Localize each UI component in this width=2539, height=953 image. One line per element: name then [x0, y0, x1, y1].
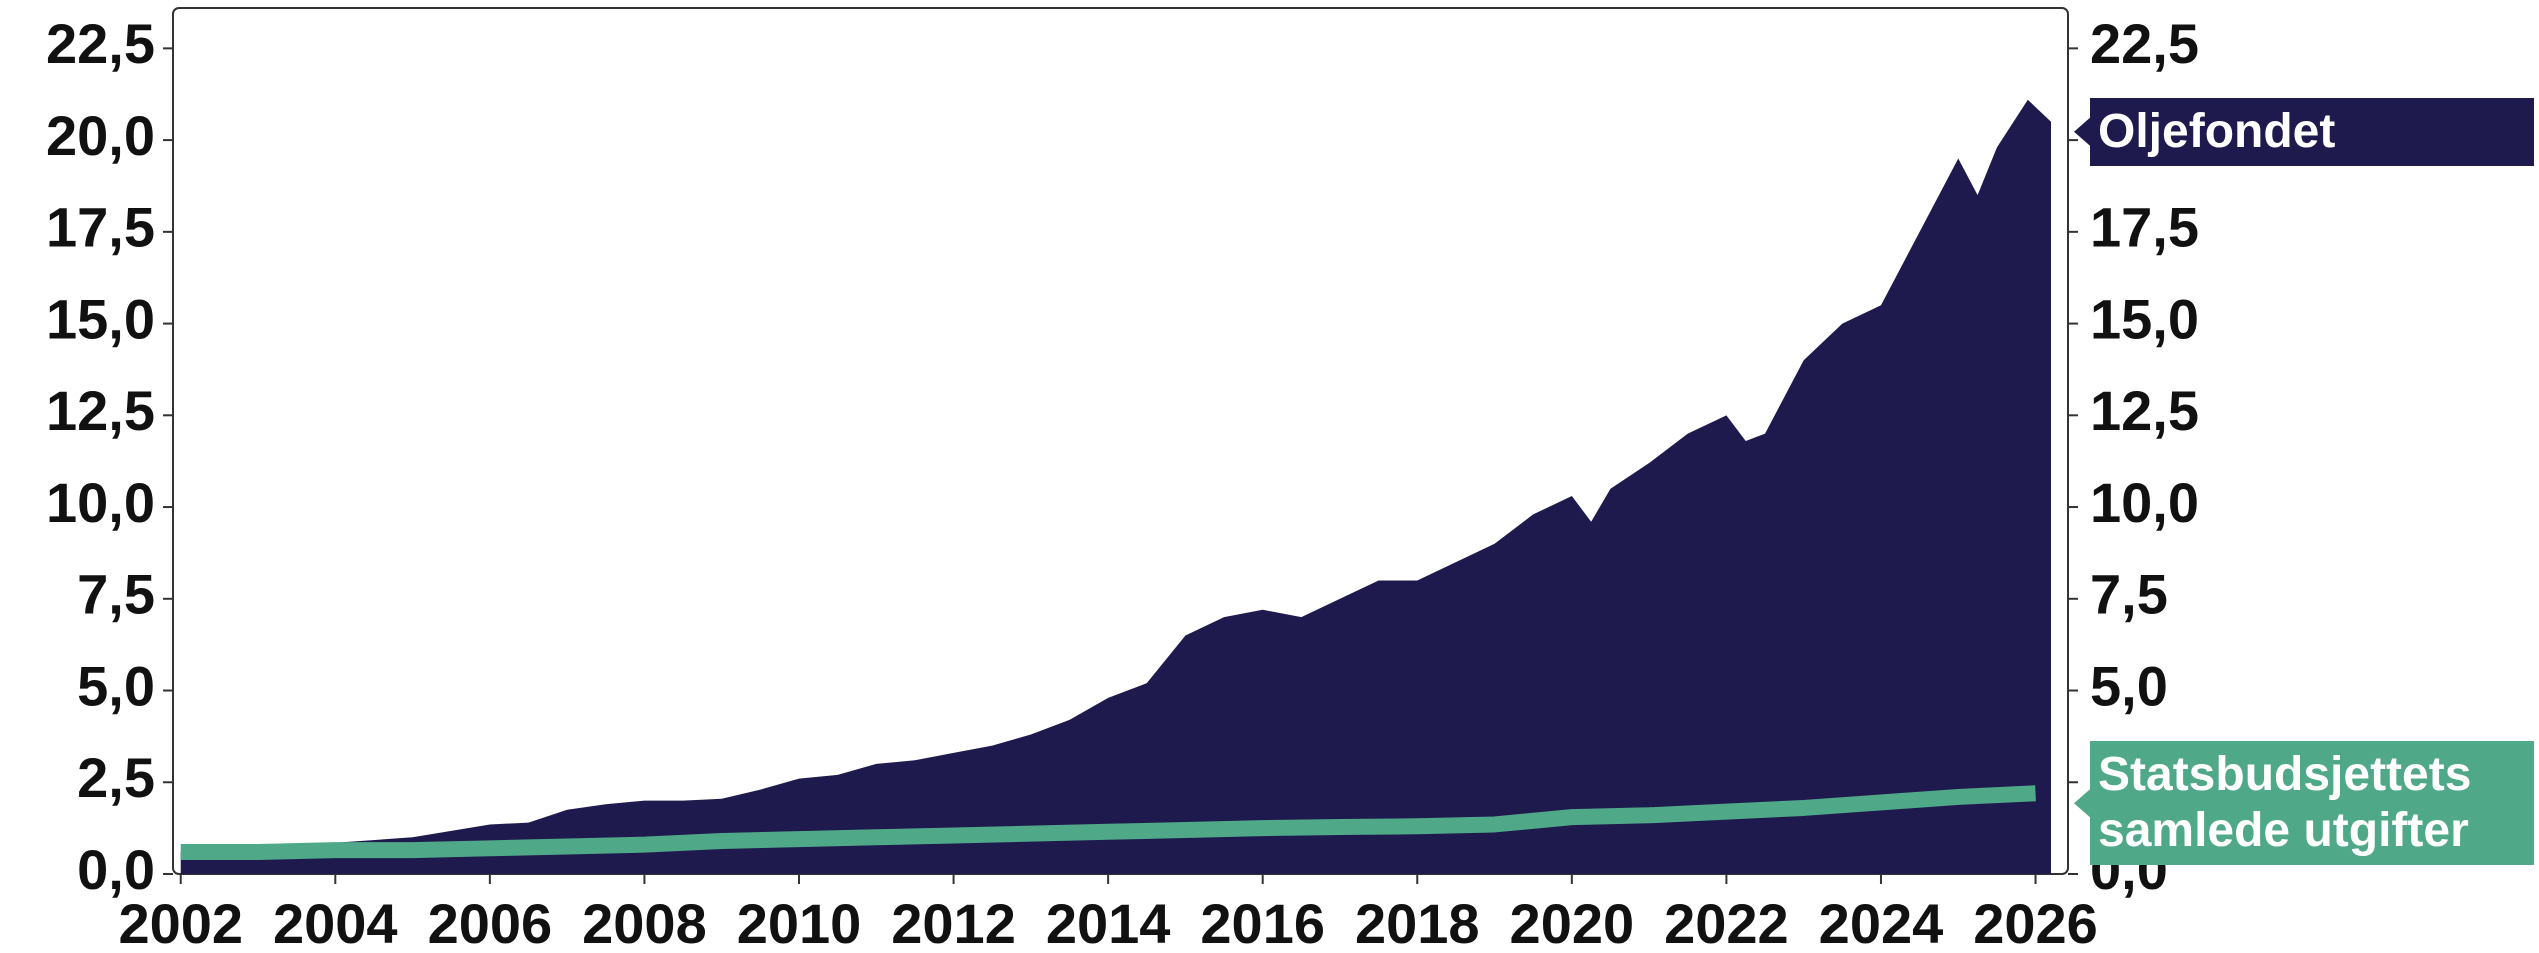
x-tick-label: 2026 [1973, 892, 2098, 953]
x-tick-label: 2012 [891, 892, 1016, 953]
x-tick-label: 2006 [428, 892, 553, 953]
y-tick-label: 10,0 [46, 471, 155, 534]
y2-tick-label: 17,5 [2090, 196, 2199, 259]
x-tick-label: 2020 [1510, 892, 1635, 953]
x-tick-label: 2016 [1200, 892, 1325, 953]
x-tick-label: 2008 [582, 892, 707, 953]
y2-tick-label: 7,5 [2090, 563, 2168, 626]
x-tick-label: 2010 [737, 892, 862, 953]
y2-tick-label: 15,0 [2090, 287, 2199, 350]
y2-tick-label: 10,0 [2090, 471, 2199, 534]
y-tick-label: 7,5 [77, 563, 155, 626]
y2-tick-label: 22,5 [2090, 12, 2199, 75]
line [180, 785, 2036, 860]
legend-label: Oljefondet [2090, 97, 2534, 166]
y-tick-label: 17,5 [46, 196, 155, 259]
x-tick-label: 2014 [1046, 892, 1171, 953]
y-tick-label: 0,0 [77, 838, 155, 901]
y-tick-label: 22,5 [46, 12, 155, 75]
x-tick-label: 2018 [1355, 892, 1480, 953]
y2-tick-label: 12,5 [2090, 379, 2199, 442]
y-tick-label: 15,0 [46, 287, 155, 350]
area [180, 99, 2051, 874]
x-tick-label: 2002 [118, 892, 243, 953]
y-tick-label: 12,5 [46, 379, 155, 442]
x-tick-label: 2024 [1819, 892, 1944, 953]
x-tick-label: 2004 [273, 892, 398, 953]
y-tick-label: 20,0 [46, 104, 155, 167]
legend-pointer [2074, 789, 2090, 818]
x-tick-label: 2022 [1664, 892, 1789, 953]
y2-tick-label: 5,0 [2090, 654, 2168, 717]
legend-pointer [2074, 117, 2090, 146]
y-tick-label: 5,0 [77, 654, 155, 717]
y-tick-label: 2,5 [77, 746, 155, 809]
legend-label: Statsbudsjettets samlede utgifter [2090, 741, 2534, 866]
